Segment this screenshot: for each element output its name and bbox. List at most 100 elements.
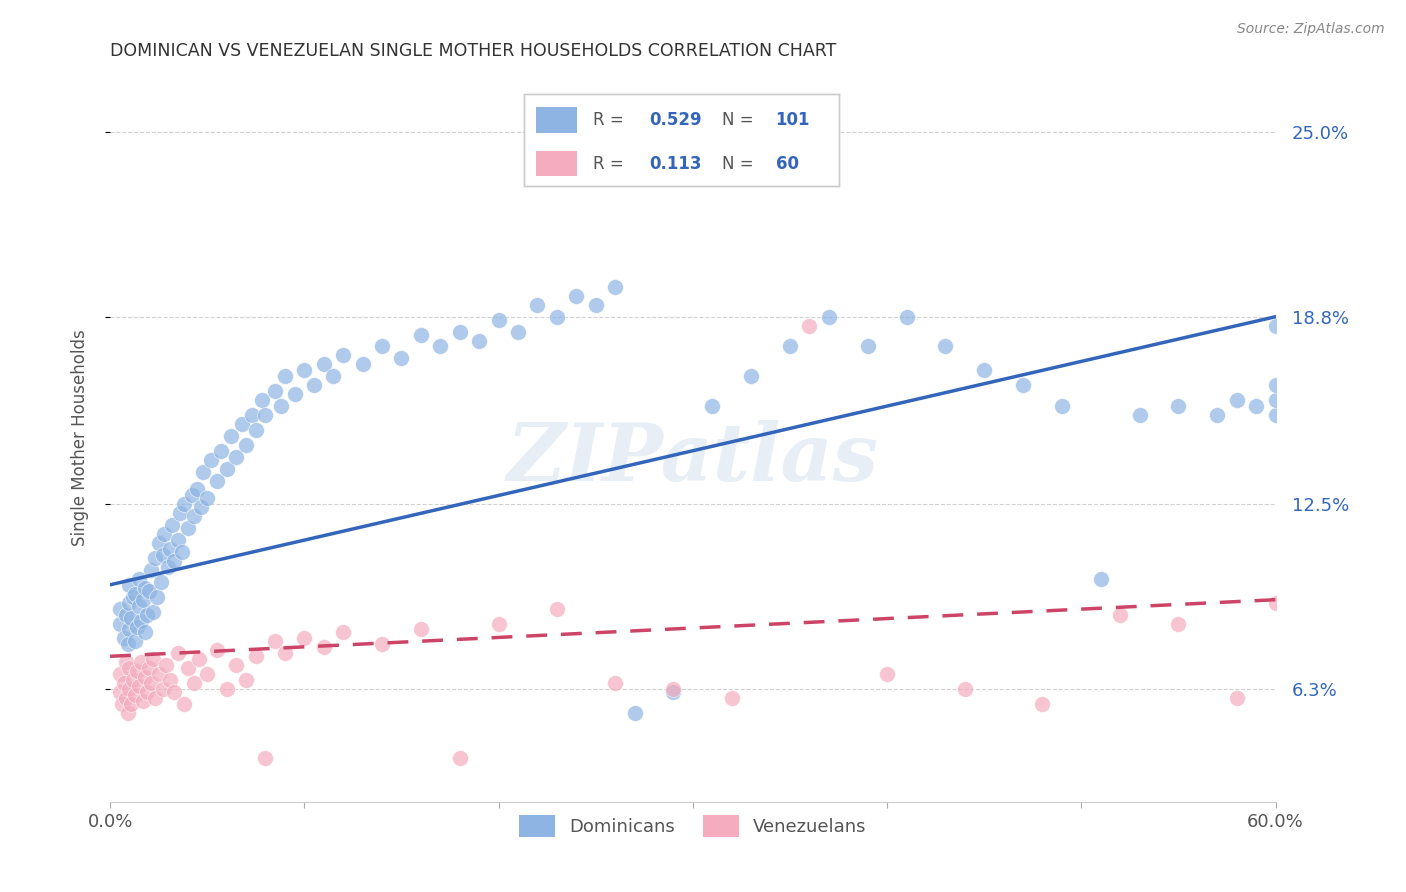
Point — [270, 399, 292, 413]
Point — [240, 408, 263, 422]
Point — [332, 625, 354, 640]
Point — [231, 417, 253, 431]
Text: DOMINICAN VS VENEZUELAN SINGLE MOTHER HOUSEHOLDS CORRELATION CHART: DOMINICAN VS VENEZUELAN SINGLE MOTHER HO… — [110, 42, 837, 60]
Point — [112, 632, 135, 646]
Point — [129, 655, 152, 669]
Point — [934, 339, 956, 353]
Point — [1129, 408, 1152, 422]
Point — [1050, 399, 1073, 413]
Point — [186, 483, 208, 497]
Point — [896, 310, 918, 324]
Point — [108, 601, 131, 615]
Point — [143, 551, 166, 566]
Point — [245, 423, 267, 437]
Point — [250, 393, 273, 408]
Point — [111, 697, 134, 711]
Point — [112, 676, 135, 690]
Point — [117, 637, 139, 651]
Point — [122, 673, 145, 687]
Point — [1109, 607, 1132, 622]
Point — [429, 339, 451, 353]
Point — [449, 750, 471, 764]
Point — [409, 327, 432, 342]
Point — [605, 280, 627, 294]
Point — [1264, 408, 1286, 422]
Point — [205, 643, 228, 657]
Point — [124, 587, 146, 601]
Point — [195, 667, 218, 681]
Point — [526, 298, 548, 312]
Point — [1031, 697, 1053, 711]
Point — [118, 578, 141, 592]
Point — [108, 685, 131, 699]
Point — [148, 536, 170, 550]
Point — [876, 667, 898, 681]
Point — [152, 548, 174, 562]
Point — [118, 623, 141, 637]
Point — [215, 681, 238, 696]
Point — [973, 363, 995, 377]
Point — [1090, 572, 1112, 586]
Point — [235, 438, 257, 452]
Point — [284, 387, 307, 401]
Point — [108, 616, 131, 631]
Point — [124, 634, 146, 648]
Point — [173, 697, 195, 711]
Point — [1264, 378, 1286, 392]
Point — [274, 646, 297, 660]
Point — [662, 685, 685, 699]
Point — [1012, 378, 1035, 392]
Point — [953, 681, 976, 696]
Point — [134, 625, 156, 640]
Point — [120, 610, 142, 624]
Point — [623, 706, 645, 720]
Point — [605, 676, 627, 690]
Point — [817, 310, 839, 324]
Point — [120, 697, 142, 711]
Point — [740, 369, 762, 384]
Point — [132, 694, 155, 708]
Point — [127, 619, 149, 633]
Point — [274, 369, 297, 384]
Point — [159, 673, 181, 687]
Point — [332, 348, 354, 362]
Point — [163, 685, 186, 699]
Point — [449, 325, 471, 339]
Y-axis label: Single Mother Households: Single Mother Households — [72, 329, 89, 546]
Point — [779, 339, 801, 353]
Legend: Dominicans, Venezuelans: Dominicans, Venezuelans — [512, 808, 873, 845]
Point — [195, 491, 218, 506]
Point — [128, 599, 150, 613]
Point — [177, 521, 200, 535]
Point — [155, 658, 177, 673]
Point — [254, 408, 277, 422]
Point — [139, 676, 162, 690]
Point — [585, 298, 607, 312]
Point — [139, 563, 162, 577]
Point — [128, 572, 150, 586]
Point — [136, 685, 159, 699]
Point — [180, 488, 202, 502]
Point — [159, 542, 181, 557]
Point — [702, 399, 724, 413]
Point — [124, 688, 146, 702]
Point — [371, 637, 394, 651]
Point — [565, 289, 588, 303]
Point — [1226, 393, 1249, 408]
Point — [148, 667, 170, 681]
Point — [215, 461, 238, 475]
Point — [264, 384, 287, 399]
Point — [235, 673, 257, 687]
Point — [1264, 318, 1286, 333]
Point — [1264, 596, 1286, 610]
Point — [114, 607, 136, 622]
Text: ZIPatlas: ZIPatlas — [506, 420, 879, 498]
Point — [128, 679, 150, 693]
Point — [193, 465, 215, 479]
Point — [160, 518, 183, 533]
Point — [153, 527, 176, 541]
Point — [312, 640, 335, 655]
Point — [302, 378, 325, 392]
Point — [200, 452, 222, 467]
Point — [134, 670, 156, 684]
